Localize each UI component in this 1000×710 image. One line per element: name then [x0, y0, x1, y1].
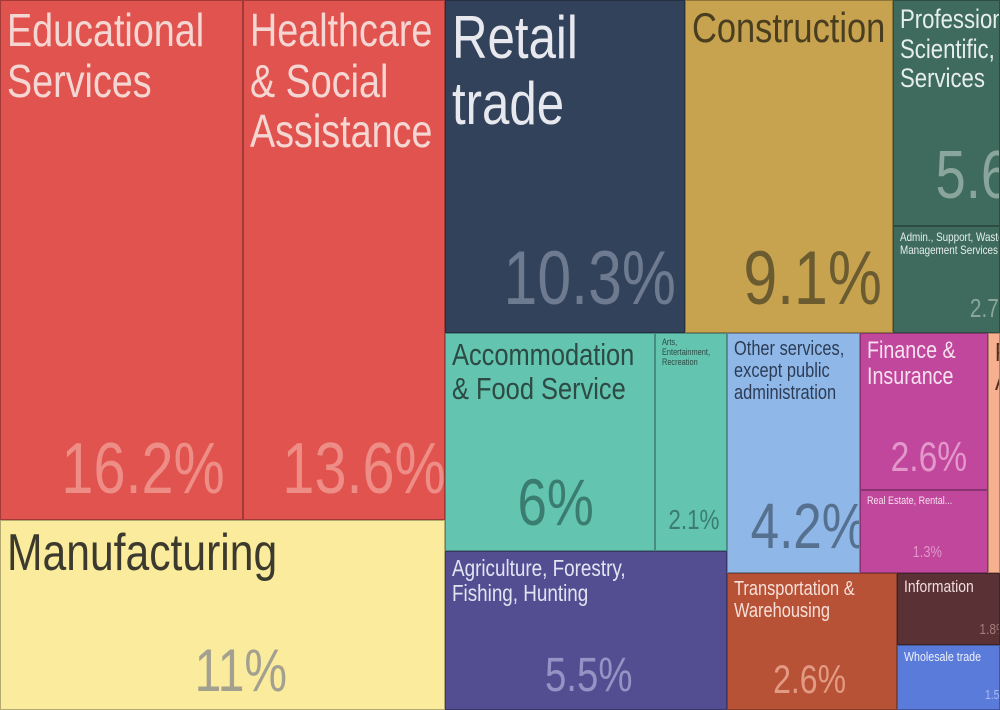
treemap-tile: Construction 9.1% [685, 0, 893, 333]
tile-label: Arts, Entertainment, Recreation [662, 337, 710, 367]
tile-label: Wholesale trade [904, 649, 982, 664]
tile-label: Healthcare & Social Assistance [250, 4, 433, 158]
tile-label: Transportation & Warehousing [734, 578, 855, 622]
tile-label: Other services, except public administra… [734, 338, 845, 404]
tile-value: 11% [194, 637, 288, 704]
treemap-tile: Manufacturing 11% [0, 520, 445, 710]
tile-value: 2.1% [668, 504, 720, 535]
treemap-tile: Educational Services 16.2% [0, 0, 243, 520]
tile-label: Educational Services [7, 4, 205, 107]
tile-label: Real Estate, Rental... [867, 495, 953, 507]
treemap-tile: Wholesale trade 1.5% [897, 645, 1000, 710]
treemap-tile: Arts, Entertainment, Recreation 2.1% [655, 333, 727, 551]
tile-label: Public Administration [995, 338, 999, 395]
treemap-tile: Professional, Scientific, Services 5.6 [893, 0, 1000, 226]
tile-value: 9.1% [743, 236, 882, 321]
treemap-tile: Admin., Support, Waste Management Servic… [893, 226, 1000, 333]
tile-value: 5.5% [544, 649, 633, 702]
tile-value: 10.3% [503, 236, 676, 321]
treemap-tile: Healthcare & Social Assistance 13.6% [243, 0, 445, 520]
tile-value: 2.6% [773, 658, 847, 702]
tile-value: 16.2% [61, 429, 225, 509]
tile-value: 5.6 [935, 137, 999, 213]
tile-label: Construction [692, 4, 886, 51]
treemap-tile: Finance & Insurance 2.6% [860, 333, 988, 490]
tile-label: Agriculture, Forestry, Fishing, Hunting [452, 555, 626, 607]
treemap-tile: Information 1.8% [897, 573, 1000, 645]
tile-value: 1.5% [984, 687, 1000, 702]
tile-label: Information [904, 577, 974, 596]
tile-value: 2.7% [969, 293, 999, 323]
tile-value: 13.6% [282, 429, 445, 509]
tile-label: Accommodation & Food Service [452, 337, 635, 407]
tile-value: 4.2% [750, 490, 860, 562]
tile-label: Finance & Insurance [867, 337, 956, 391]
treemap-tile: Accommodation & Food Service 6% [445, 333, 655, 551]
tile-value: 1.8% [979, 621, 999, 638]
treemap-tile: Agriculture, Forestry, Fishing, Hunting 5… [445, 551, 727, 710]
tile-value: 6% [517, 465, 594, 539]
treemap-tile: Transportation & Warehousing 2.6% [727, 573, 897, 710]
treemap-tile: Retail trade 10.3% [445, 0, 685, 333]
tile-value: 2.6% [890, 433, 968, 480]
treemap-tile: Other services, except public administra… [727, 333, 860, 573]
tile-label: Retail trade [452, 4, 578, 137]
tile-value: 1.3% [912, 544, 942, 561]
tile-label: Admin., Support, Waste Management Servic… [900, 230, 999, 258]
tile-label: Professional, Scientific, Services [900, 4, 999, 94]
tile-label: Manufacturing [7, 524, 278, 582]
tile-value: 3 [998, 494, 999, 544]
treemap-tile: Public Administration 3 [988, 333, 1000, 573]
treemap-tile: Real Estate, Rental... 1.3% [860, 490, 988, 573]
